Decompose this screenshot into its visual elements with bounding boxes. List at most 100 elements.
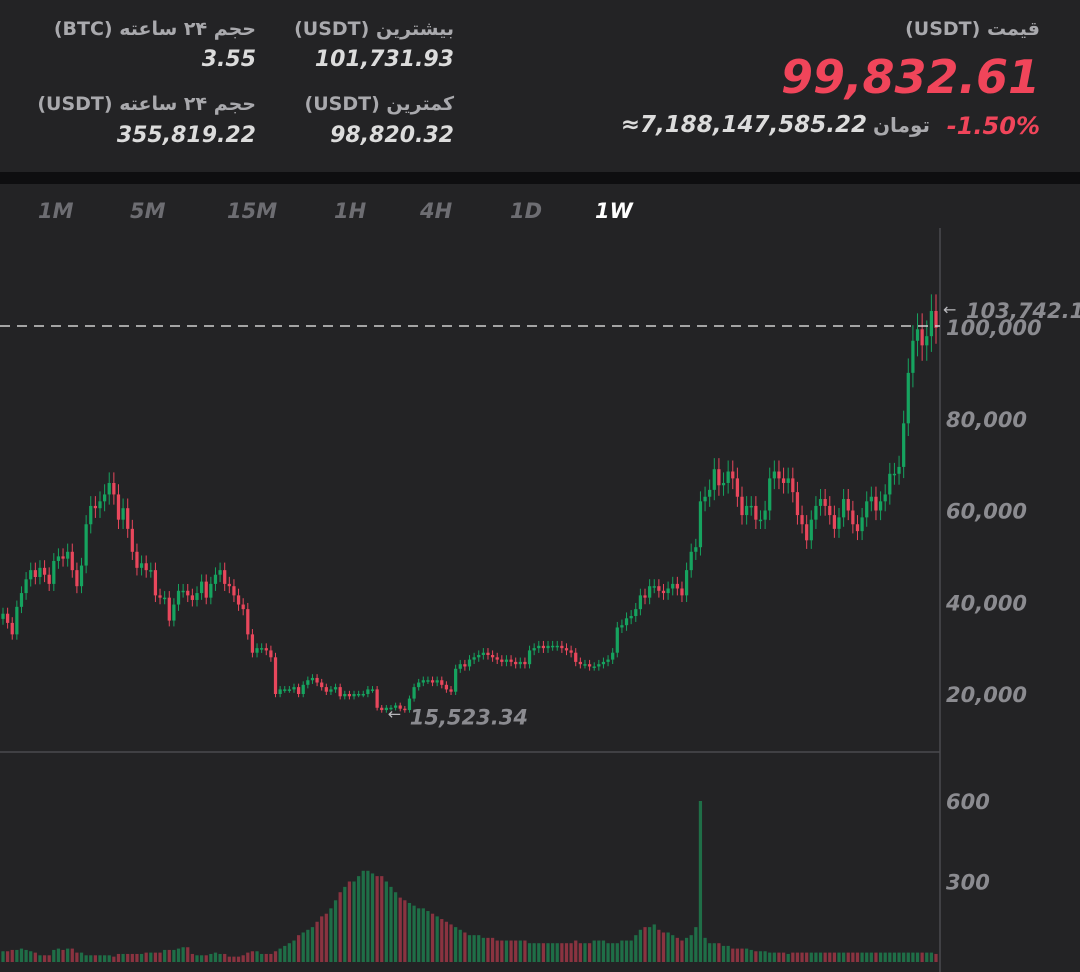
volume-bar [606,943,610,962]
candle-body [75,570,79,587]
tab-15m[interactable]: 15M [227,199,278,223]
volume-bar [15,949,19,962]
volume-bar [352,881,356,962]
volume-bar [763,951,767,962]
candle-body [583,664,587,666]
volume-bar [920,952,924,962]
candle-body [112,482,116,495]
low-label: کمترین (USDT) [304,93,454,115]
candle-body [837,517,841,529]
tab-5m[interactable]: 5M [130,199,166,223]
volume-tick-label: 300 [946,871,990,895]
volume-bar [495,940,499,962]
volume-bar [500,940,504,962]
volume-bar [6,951,10,962]
candle-body [569,650,573,653]
volume-bar [869,952,873,962]
candle-body [523,661,527,665]
volume-bar [29,951,33,962]
volume-bar [172,949,176,962]
volume-bar [218,953,222,962]
volume-bar [477,935,481,962]
volume-bar [370,873,375,962]
candle-body [763,510,767,520]
candle-body [574,652,578,662]
volume-bar [680,940,684,962]
candle-body [380,707,384,711]
candle-body [56,556,61,561]
volume-bar [832,952,837,962]
price-tick-label: 80,000 [946,408,1027,432]
candle-body [546,645,550,649]
candle-body [52,560,56,584]
volume-bar [310,927,315,962]
last-price: 99,832.61 [781,50,1040,104]
candle-body [758,519,763,522]
volume-bar [186,947,190,962]
volume-bar [176,948,181,962]
volume-bar [10,949,14,962]
tab-1h[interactable]: 1H [334,199,367,223]
candle-body [620,625,624,628]
candle-body [223,570,227,584]
candle-body [84,524,88,566]
candle-body [195,593,199,600]
volume-bar [260,953,264,962]
candle-body [292,687,296,690]
volume-bar [592,940,596,962]
volume-bar [504,940,509,962]
candle-body [315,677,319,683]
volume-bar [407,902,412,962]
candle-body [911,340,915,373]
candle-body [490,655,495,658]
volume-bar [163,949,167,962]
candle-body [601,661,606,665]
candle-body [712,469,716,490]
volume-bar [320,916,324,962]
volume-bar [283,945,287,962]
candle-body [204,581,208,598]
volume-bar [786,953,790,962]
candle-body [403,708,407,711]
candle-body [232,586,236,596]
candle-body [495,657,499,660]
volume-bar [897,952,901,962]
candle-body [791,478,795,493]
volume-bar [587,943,592,962]
candle-body [213,574,218,584]
volume-bar [624,940,629,962]
volume-bar [181,947,185,962]
volume-bar [61,949,65,962]
candle-body [661,590,666,594]
candle-body [786,478,790,483]
candle-body [597,664,601,667]
volume-bar [393,892,398,962]
volume-bar [153,952,158,962]
candle-body [823,499,827,506]
price-chart[interactable]: 20,000 40,000 60,000 80,000 100,000 300 600 ←… [0,225,1080,972]
max-price-arrow: ← [943,300,956,319]
volume-bar [107,955,111,962]
tab-1m[interactable]: 1M [38,199,74,223]
candle-body [236,595,241,605]
tab-1d[interactable]: 1D [510,199,543,223]
volume-bar [89,955,93,962]
volume-bar [24,949,28,962]
candle-body [338,687,342,697]
tab-4h[interactable]: 4H [420,199,453,223]
volume-bar [366,870,370,962]
volume-bar [597,940,601,962]
candle-body [698,501,703,548]
volume-bar [255,951,259,962]
volume-bar [638,929,643,962]
volume-bar [551,943,555,962]
tab-1w[interactable]: 1W [595,199,633,223]
volume-bar [158,952,162,962]
volume-bar [273,951,278,962]
candle-body [915,329,920,341]
candle-body [440,680,444,685]
volume-bar [144,952,148,962]
candle-body [144,563,148,571]
volume-bar [467,935,472,962]
candle-body [10,622,14,635]
